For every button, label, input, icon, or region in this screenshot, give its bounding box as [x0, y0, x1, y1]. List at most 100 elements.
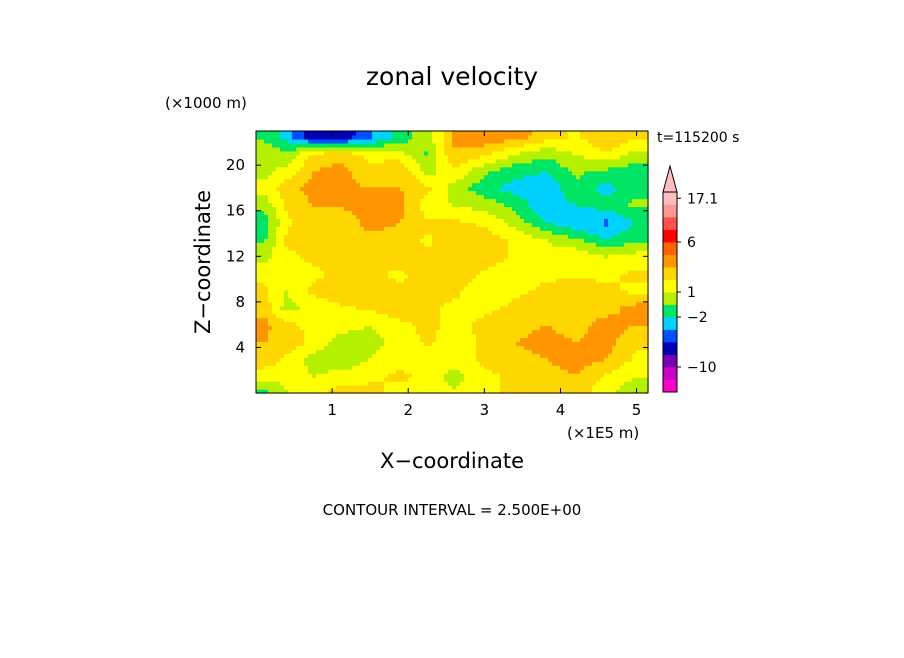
contour-cell: [384, 265, 389, 271]
contour-cell: [512, 250, 517, 255]
contour-cell: [296, 202, 301, 208]
contour-cell: [480, 285, 485, 291]
contour-cell: [632, 273, 637, 279]
contour-cell: [560, 337, 565, 342]
contour-cell: [440, 234, 445, 239]
contour-cell: [432, 250, 437, 255]
contour-cell: [556, 210, 561, 215]
contour-cell: [588, 234, 593, 239]
contour-cell: [512, 246, 517, 251]
contour-cell: [540, 206, 545, 211]
contour-cell: [284, 194, 289, 200]
contour-cell: [392, 341, 397, 346]
contour-cell: [348, 246, 353, 251]
contour-cell: [524, 353, 529, 358]
contour-cell: [636, 317, 641, 323]
contour-cell: [476, 309, 481, 315]
contour-cell: [484, 269, 489, 275]
contour-cell: [548, 273, 553, 279]
contour-cell: [408, 254, 413, 259]
contour-cell: [528, 329, 533, 335]
contour-cell: [432, 337, 437, 342]
contour-cell: [540, 341, 545, 346]
contour-cell: [532, 321, 537, 327]
contour-cell: [260, 202, 265, 208]
contour-cell: [296, 269, 301, 275]
contour-cell: [432, 313, 437, 319]
contour-cell: [644, 210, 649, 215]
contour-cell: [400, 198, 405, 204]
contour-cell: [512, 289, 517, 295]
contour-cell: [384, 289, 389, 295]
contour-cell: [388, 317, 393, 323]
contour-cell: [336, 329, 341, 335]
contour-cell: [492, 269, 497, 275]
contour-cell: [264, 321, 269, 327]
contour-cell: [272, 361, 277, 366]
contour-cell: [376, 250, 381, 255]
contour-cell: [616, 222, 621, 227]
contour-cell: [436, 277, 441, 283]
contour-cell: [400, 337, 405, 342]
contour-cell: [256, 317, 261, 323]
contour-cell: [464, 190, 469, 196]
contour-cell: [324, 313, 329, 319]
contour-cell: [344, 206, 349, 211]
contour-cell: [444, 214, 449, 219]
contour-cell: [600, 246, 605, 251]
contour-cell: [524, 389, 529, 394]
contour-cell: [476, 373, 481, 378]
contour-cell: [440, 218, 445, 223]
contour-cell: [332, 325, 337, 331]
contour-cell: [316, 226, 321, 231]
contour-cell: [612, 345, 617, 350]
contour-cell: [340, 377, 345, 382]
contour-cell: [344, 234, 349, 239]
contour-cell: [548, 341, 553, 346]
contour-cell: [632, 254, 637, 259]
contour-cell: [472, 218, 477, 223]
contour-cell: [332, 289, 337, 295]
contour-cell: [256, 301, 261, 307]
contour-cell: [528, 377, 533, 382]
contour-cell: [640, 234, 645, 239]
contour-cell: [428, 285, 433, 291]
contour-cell: [632, 242, 637, 247]
contour-cell: [440, 309, 445, 315]
contour-cell: [404, 269, 409, 275]
contour-cell: [356, 281, 361, 287]
contour-cell: [276, 277, 281, 283]
contour-cell: [412, 214, 417, 219]
contour-cell: [448, 265, 453, 271]
contour-cell: [532, 381, 537, 386]
contour-cell: [496, 325, 501, 331]
contour-cell: [404, 250, 409, 255]
contour-cell: [272, 214, 277, 219]
contour-cell: [424, 365, 429, 370]
contour-cell: [284, 230, 289, 235]
contour-cell: [396, 389, 401, 394]
contour-cell: [268, 377, 273, 382]
contour-cell: [460, 333, 465, 339]
contour-cell: [276, 206, 281, 211]
contour-cell: [508, 385, 513, 390]
contour-cell: [256, 262, 261, 267]
contour-cell: [288, 269, 293, 275]
contour-cell: [356, 297, 361, 303]
contour-cell: [636, 337, 641, 342]
contour-cell: [464, 333, 469, 339]
contour-cell: [260, 341, 265, 346]
contour-cell: [464, 341, 469, 346]
contour-cell: [608, 246, 613, 251]
contour-cell: [264, 357, 269, 362]
contour-cell: [336, 301, 341, 307]
contour-cell: [404, 226, 409, 231]
contour-cell: [516, 293, 521, 299]
contour-cell: [388, 373, 393, 378]
contour-cell: [276, 361, 281, 366]
contour-cell: [304, 254, 309, 259]
contour-cell: [312, 341, 317, 346]
contour-cell: [404, 381, 409, 386]
contour-cell: [340, 242, 345, 247]
contour-cell: [356, 265, 361, 271]
